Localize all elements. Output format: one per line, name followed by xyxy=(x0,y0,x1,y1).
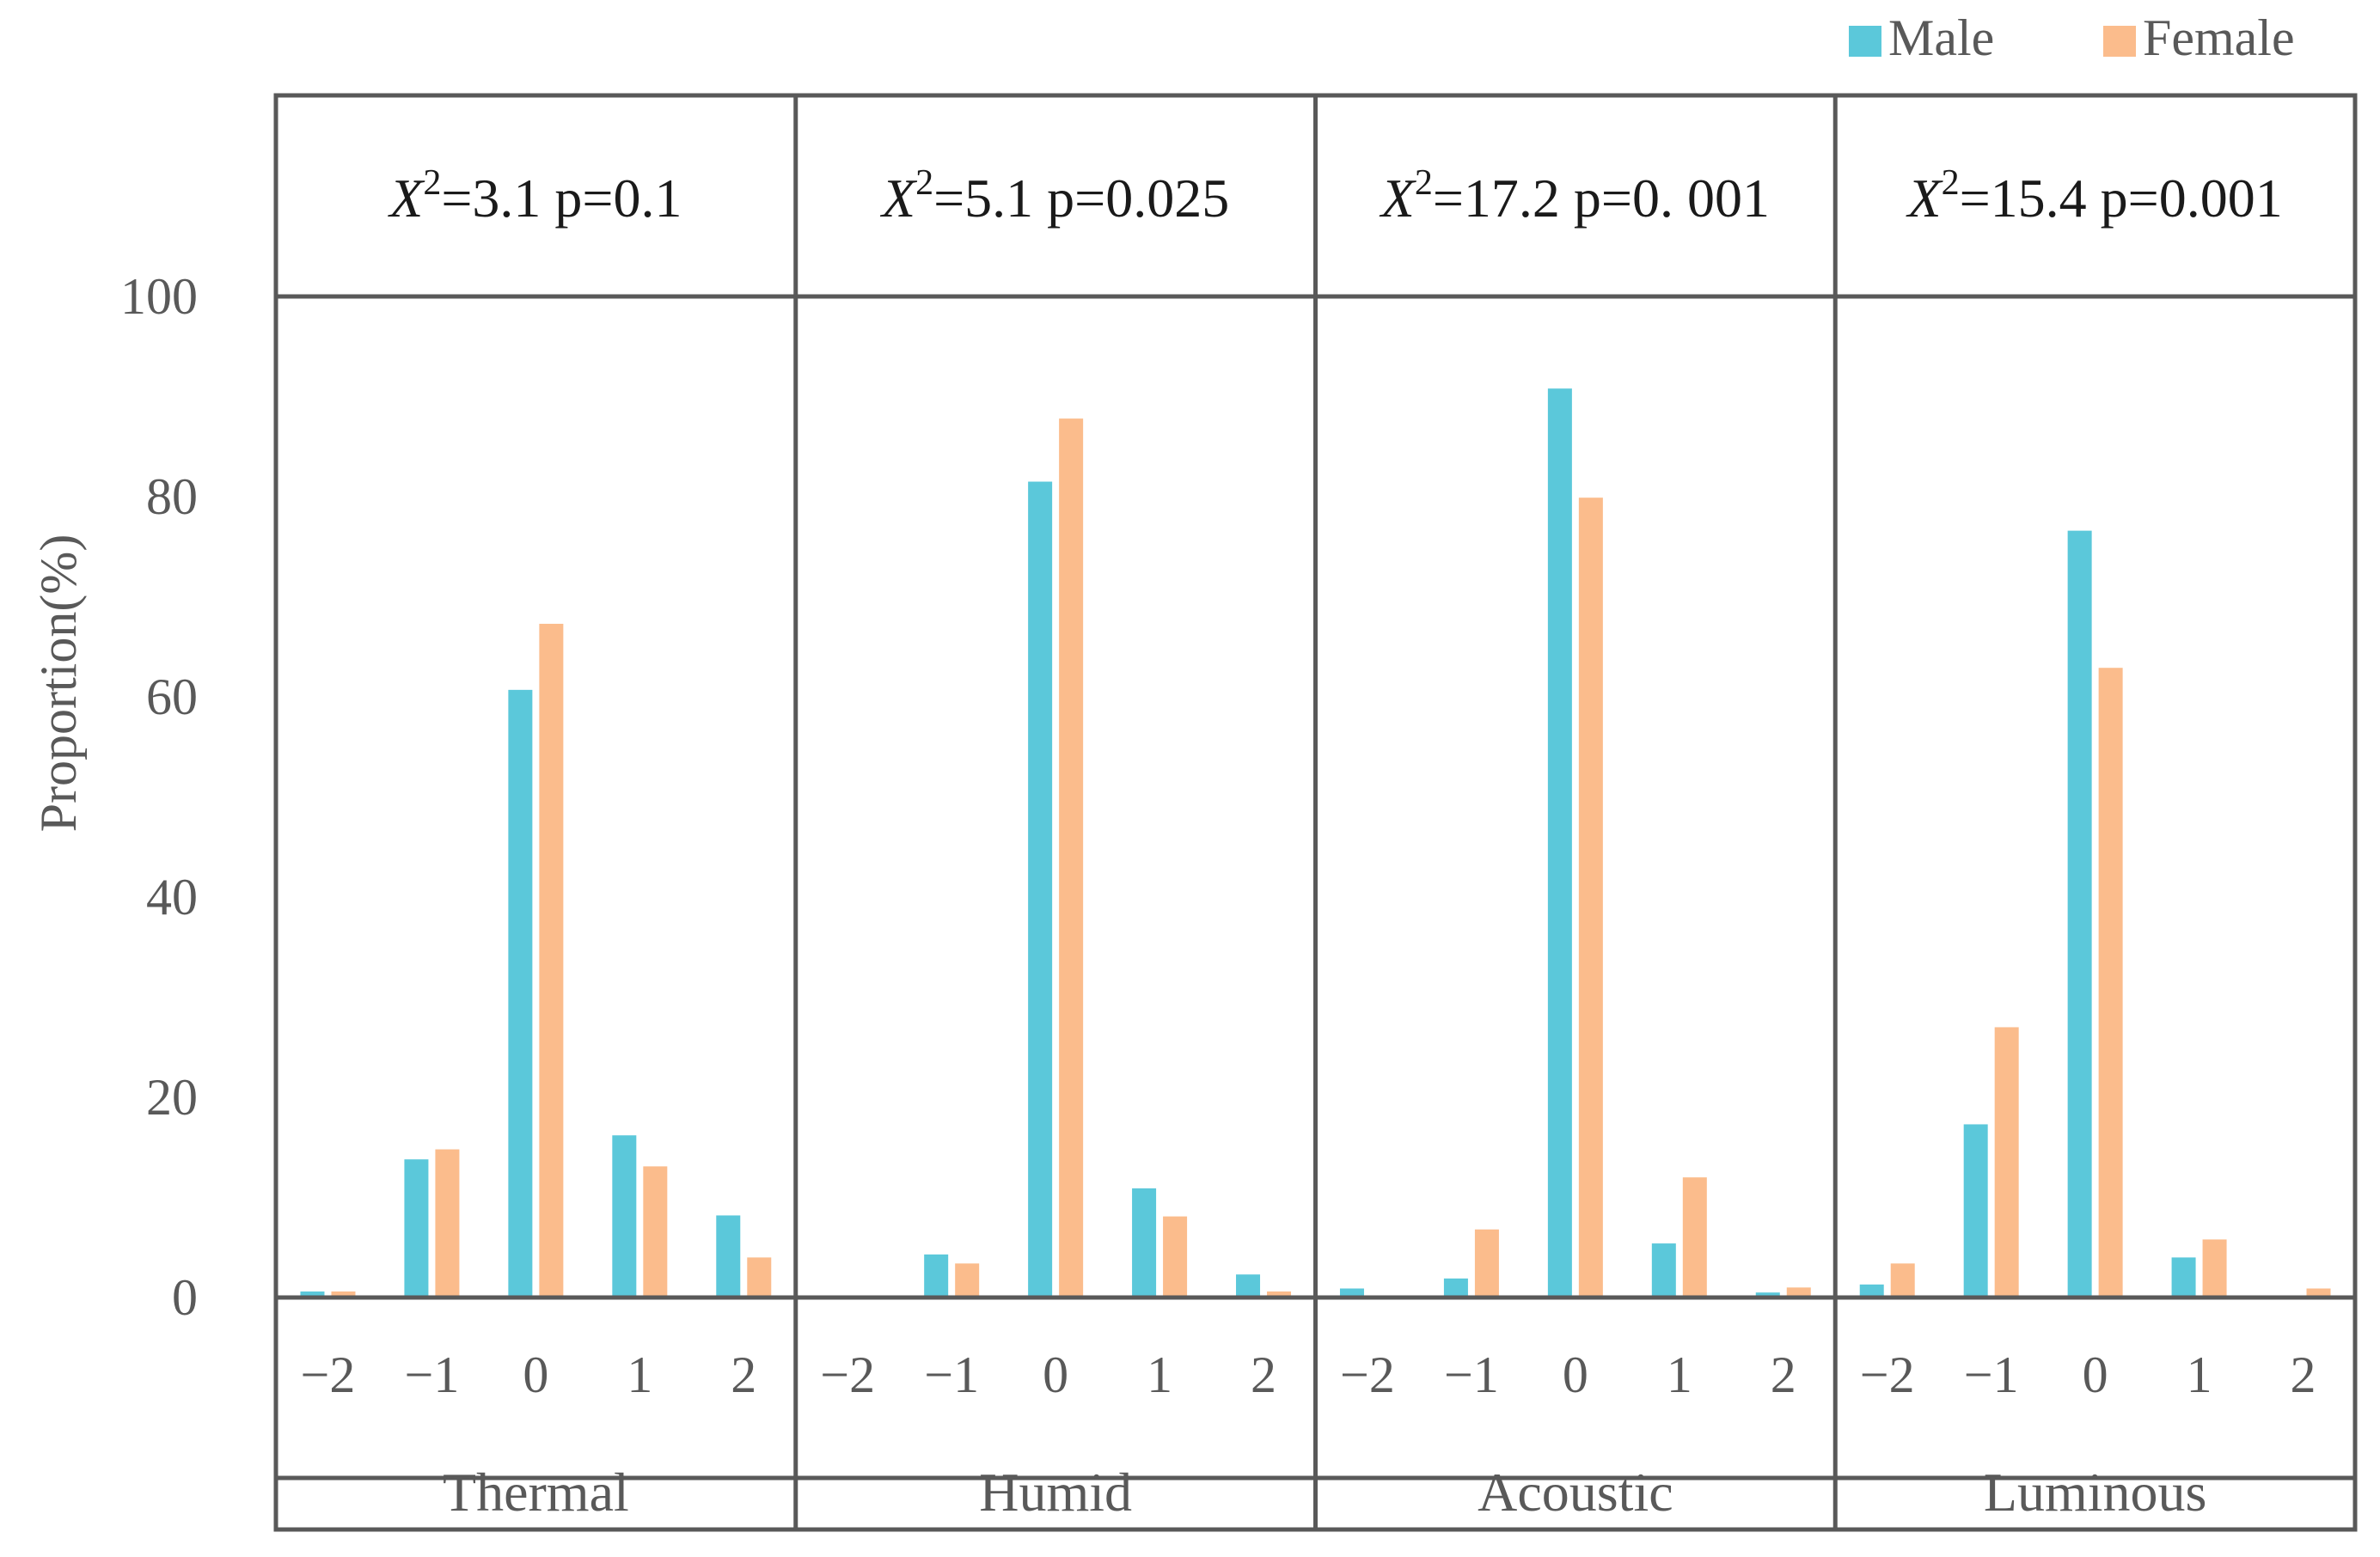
x-tick-label: −1 xyxy=(1964,1346,2019,1403)
y-axis-label: Proportion(%) xyxy=(30,534,87,833)
legend-male-swatch xyxy=(1849,26,1881,57)
bar-male-luminous xyxy=(1963,1124,1988,1298)
stat-text: =5.1 p=0.025 xyxy=(933,168,1229,229)
x-tick-label: 0 xyxy=(1563,1346,1588,1403)
y-tick-label: 60 xyxy=(146,669,198,725)
stat-exponent: 2 xyxy=(423,163,441,203)
bar-male-thermal xyxy=(612,1135,637,1298)
stat-label-acoustic: X2=17.2 p=0. 001 xyxy=(1379,163,1770,229)
y-tick-labels: 0 20 40 60 80 100 xyxy=(120,268,198,1326)
bar-male-humid xyxy=(924,1254,949,1298)
bar-male-luminous xyxy=(1859,1284,1884,1298)
y-tick-label: 20 xyxy=(146,1069,198,1126)
bar-female-thermal xyxy=(539,623,564,1298)
panel-name-humid: Humid xyxy=(979,1462,1132,1523)
stat-text: =17.2 p=0. 001 xyxy=(1433,168,1770,229)
x-tick-label: −1 xyxy=(924,1346,979,1403)
bar-male-acoustic xyxy=(1443,1278,1468,1298)
y-tick-label: 0 xyxy=(172,1269,198,1326)
bar-male-humid xyxy=(1028,481,1053,1298)
bar-female-humid xyxy=(1059,418,1084,1298)
bars xyxy=(276,388,2355,1300)
stat-text: =3.1 p=0.1 xyxy=(441,168,682,229)
bar-female-acoustic xyxy=(1682,1177,1707,1298)
stat-exponent: 2 xyxy=(1942,163,1960,203)
bar-male-thermal xyxy=(404,1159,429,1298)
stat-label-thermal: X2=3.1 p=0.1 xyxy=(387,163,682,229)
x-tick-label: 0 xyxy=(523,1346,548,1403)
stat-symbol: X xyxy=(879,168,918,229)
bar-male-thermal xyxy=(300,1291,325,1298)
stat-label-luminous: X2=15.4 p=0.001 xyxy=(1905,163,2282,229)
stat-symbol: X xyxy=(387,168,425,229)
bar-female-thermal xyxy=(435,1149,460,1298)
bar-male-humid xyxy=(1132,1188,1157,1298)
bar-female-acoustic xyxy=(1578,498,1603,1298)
legend-female-label: Female xyxy=(2143,9,2295,66)
x-tick-label: 2 xyxy=(1771,1346,1796,1403)
bar-female-thermal xyxy=(643,1166,668,1298)
stat-text: =15.4 p=0.001 xyxy=(1960,168,2283,229)
bar-female-thermal xyxy=(331,1291,356,1298)
x-tick-label: 1 xyxy=(2187,1346,2212,1403)
x-tick-label: 0 xyxy=(1043,1346,1068,1403)
bar-female-acoustic xyxy=(1786,1287,1811,1298)
x-tick-label: −2 xyxy=(301,1346,356,1403)
stat-label-humid: X2=5.1 p=0.025 xyxy=(879,163,1229,229)
bar-female-luminous xyxy=(1890,1263,1915,1298)
bar-male-humid xyxy=(1236,1274,1261,1298)
bar-male-luminous xyxy=(2171,1257,2196,1298)
x-tick-label: 1 xyxy=(1667,1346,1692,1403)
bar-female-luminous xyxy=(1994,1027,2019,1298)
y-tick-label: 40 xyxy=(146,869,198,925)
x-tick-label: −2 xyxy=(1860,1346,1915,1403)
bar-female-thermal xyxy=(747,1257,772,1298)
bar-male-acoustic xyxy=(1339,1288,1364,1298)
x-tick-label: −2 xyxy=(1340,1346,1395,1403)
x-tick-label: 1 xyxy=(1147,1346,1172,1403)
bar-female-luminous xyxy=(2306,1288,2331,1298)
bar-male-acoustic xyxy=(1651,1243,1676,1298)
bar-male-luminous xyxy=(2067,530,2092,1298)
panel-name-thermal: Thermal xyxy=(443,1462,629,1523)
bar-female-humid xyxy=(1163,1216,1188,1298)
y-tick-label: 80 xyxy=(146,468,198,525)
x-tick-label: 2 xyxy=(731,1346,756,1403)
x-tick-label: −1 xyxy=(1444,1346,1499,1403)
bar-female-luminous xyxy=(2098,668,2123,1298)
panel-frame xyxy=(273,93,2358,1532)
legend-male-label: Male xyxy=(1888,9,1994,66)
bar-male-thermal xyxy=(716,1215,741,1298)
bar-male-acoustic xyxy=(1755,1292,1780,1298)
bar-female-humid xyxy=(1267,1291,1292,1298)
bar-female-acoustic xyxy=(1474,1229,1499,1298)
stat-symbol: X xyxy=(1379,168,1417,229)
bar-male-acoustic xyxy=(1547,388,1572,1298)
y-axis: Proportion(%) 0 20 40 60 80 100 xyxy=(30,268,198,1326)
x-tick-label: 0 xyxy=(2083,1346,2108,1403)
y-tick-label: 100 xyxy=(120,268,198,325)
stat-exponent: 2 xyxy=(1415,163,1433,203)
bar-female-luminous xyxy=(2202,1239,2227,1298)
x-tick-label: −2 xyxy=(820,1346,875,1403)
x-tick-label: 2 xyxy=(2291,1346,2316,1403)
panel-name-luminous: Luminous xyxy=(1984,1462,2207,1523)
stat-symbol: X xyxy=(1905,168,1943,229)
legend: Male Female xyxy=(1849,9,2295,66)
bar-female-humid xyxy=(955,1263,980,1298)
x-tick-label: 1 xyxy=(627,1346,652,1403)
bar-male-thermal xyxy=(508,689,533,1298)
legend-female-swatch xyxy=(2103,26,2136,57)
stat-exponent: 2 xyxy=(915,163,933,203)
x-tick-label: 2 xyxy=(1251,1346,1276,1403)
x-tick-label: −1 xyxy=(405,1346,460,1403)
panel-name-acoustic: Acoustic xyxy=(1478,1462,1673,1523)
